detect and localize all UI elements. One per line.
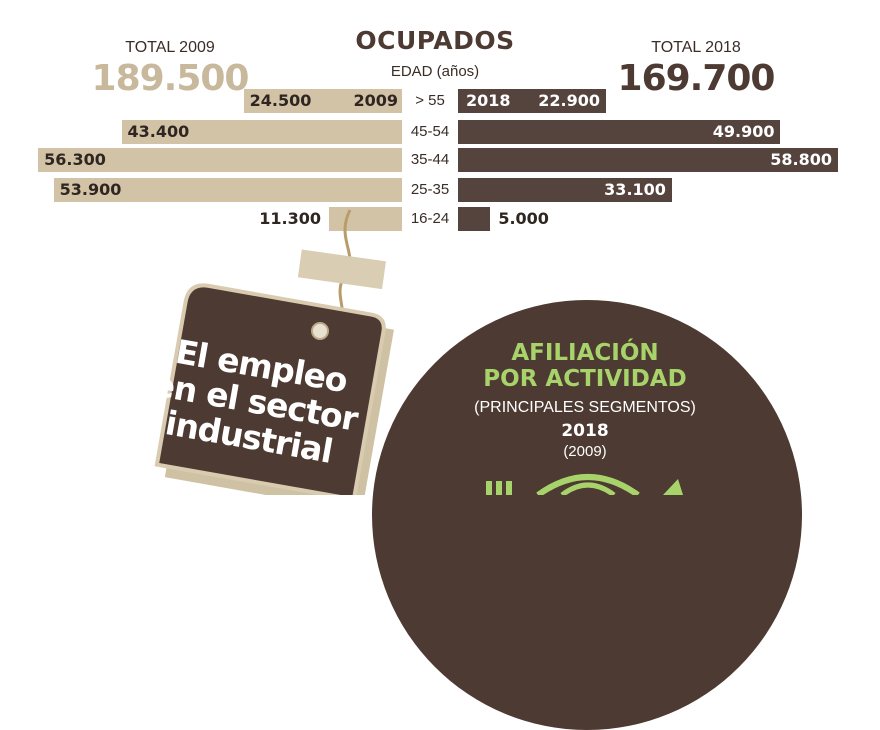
total-2018-value: 169.700: [617, 58, 776, 99]
total-2009-label: TOTAL 2009: [125, 39, 215, 56]
total-2018-label: TOTAL 2018: [651, 39, 741, 56]
bar-2009-1: [121, 120, 402, 144]
age-label-0: > 55: [402, 89, 458, 113]
bar-2018-4: [458, 207, 491, 231]
bar-2018-2: [458, 148, 838, 172]
hang-tag: [154, 209, 394, 495]
value-2018-3: 33.100: [604, 180, 666, 199]
age-label-1: 45-54: [402, 120, 458, 144]
value-2009-1: 43.400: [127, 122, 190, 141]
value-2018-0: 22.900: [538, 91, 600, 110]
value-2009-3: 53.900: [59, 180, 122, 199]
tag-small-label: [297, 249, 386, 290]
tag-body: [154, 283, 394, 495]
value-2009-0: 24.500: [249, 91, 312, 110]
affiliation-title-line-2: POR ACTIVIDAD: [483, 366, 687, 392]
bar-2009-3: [53, 178, 402, 202]
age-label-4: 16-24: [402, 207, 458, 231]
total-2009-value: 189.500: [91, 58, 250, 99]
series-2009-label: 2009: [353, 91, 398, 110]
age-label-2: 35-44: [402, 148, 458, 172]
affiliation-prev-year: (2009): [563, 443, 607, 460]
value-2009-2: 56.300: [44, 150, 106, 169]
affiliation-year: 2018: [561, 421, 609, 441]
affiliation-title-line-1: AFILIACIÓN: [511, 340, 659, 366]
bar-2009-4: [328, 207, 402, 231]
value-2018-2: 58.800: [770, 150, 832, 169]
value-2009-4: 11.300: [259, 209, 321, 228]
bar-2018-1: [458, 120, 781, 144]
age-axis-caption: EDAD (años): [390, 63, 480, 80]
tag-hole: [311, 322, 329, 340]
value-2018-4: 5.000: [498, 209, 549, 228]
affiliation-subtitle: (PRINCIPALES SEGMENTOS): [474, 399, 696, 416]
age-pyramid-chart: > 55 24.500 22.900 2009 2018 45-54 43.400 49.90…: [0, 0, 880, 245]
age-label-3: 25-35: [402, 178, 458, 202]
value-2018-1: 49.900: [712, 122, 775, 141]
affiliation-title: AFILIACIÓN POR ACTIVIDAD: [430, 340, 740, 392]
bar-2009-2: [38, 148, 402, 172]
series-2018-label: 2018: [466, 91, 511, 110]
bar-2018-3: [458, 178, 672, 202]
chart-title: OCUPADOS: [355, 26, 515, 55]
industry-icon: [486, 474, 683, 495]
bar-2009-0: [243, 89, 402, 113]
bar-2018-0: [458, 89, 606, 113]
